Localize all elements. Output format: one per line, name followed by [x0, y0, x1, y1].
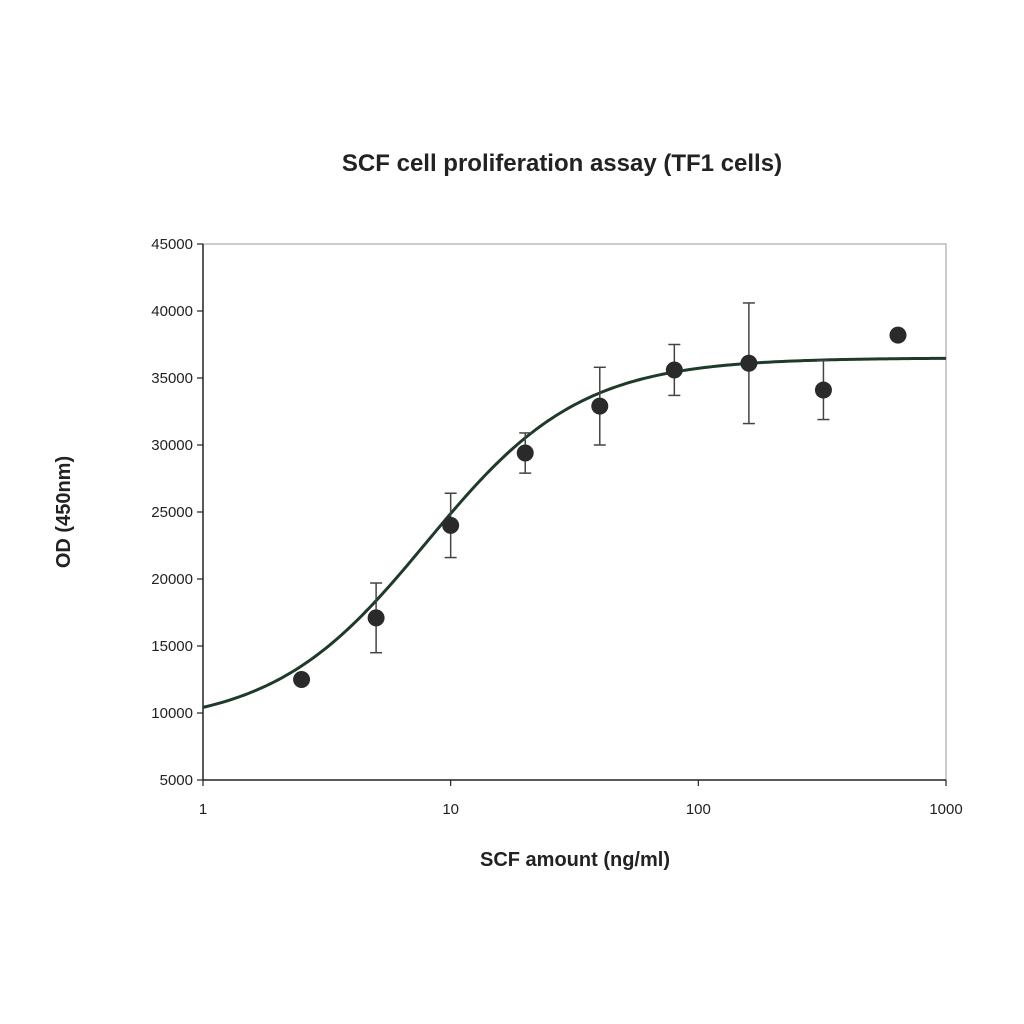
y-tick-label: 45000	[151, 236, 193, 253]
chart-title: SCF cell proliferation assay (TF1 cells)	[342, 150, 782, 177]
data-points	[293, 326, 907, 688]
data-point	[591, 397, 609, 415]
data-point	[367, 609, 385, 627]
y-tick-label: 5000	[160, 772, 193, 789]
data-point	[740, 354, 758, 372]
data-point	[293, 671, 311, 688]
y-axis-label: OD (450nm)	[53, 456, 75, 568]
x-tick-label: 1000	[929, 801, 962, 818]
data-point	[516, 444, 534, 462]
fit-curve	[202, 356, 947, 709]
error-bars	[370, 302, 830, 654]
data-point	[814, 381, 832, 399]
y-ticks: 5000 10000 15000 20000 25000 30000 35000 40000 4…	[151, 236, 203, 789]
y-tick-label: 30000	[151, 437, 193, 454]
y-tick-label: 25000	[151, 504, 193, 521]
y-tick-label: 10000	[151, 705, 193, 722]
plot-frame	[202, 243, 947, 781]
y-tick-label: 15000	[151, 638, 193, 655]
x-ticks: 1 10 100 1000	[199, 780, 963, 818]
x-tick-label: 10	[442, 801, 459, 818]
data-point	[665, 361, 683, 379]
x-axis-label: SCF amount (ng/ml)	[480, 849, 670, 871]
x-tick-label: 1	[199, 801, 207, 818]
y-tick-label: 20000	[151, 571, 193, 588]
y-tick-label: 35000	[151, 370, 193, 387]
y-tick-label: 40000	[151, 303, 193, 320]
data-point	[889, 326, 907, 344]
data-point	[442, 516, 460, 534]
x-tick-label: 100	[686, 801, 711, 818]
